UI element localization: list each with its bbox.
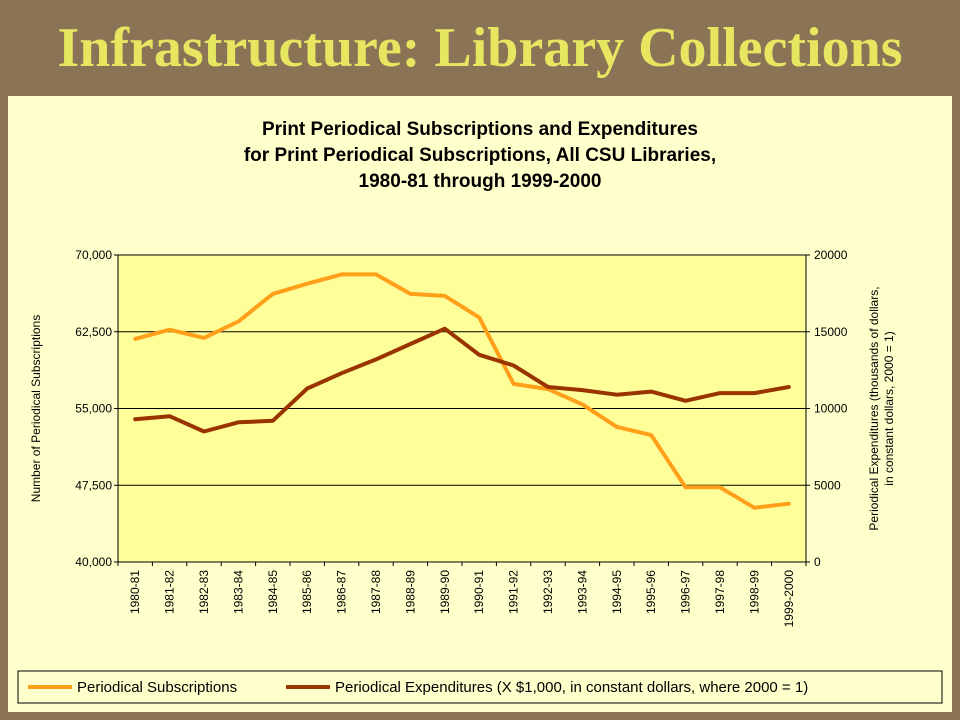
axis-labels: Number of Periodical Subscriptions Period… (29, 286, 896, 530)
data-point-subscriptions (512, 382, 516, 386)
series-line-expenditures (133, 326, 791, 434)
x-tick-label: 1989-90 (438, 570, 452, 614)
right-axis-label-line-2: in constant dollars, 2000 = 1) (882, 331, 896, 485)
x-tick-label: 1982-83 (197, 570, 211, 614)
x-tick-label: 1994-95 (610, 570, 624, 614)
data-point-expenditures (202, 430, 206, 434)
data-point-expenditures (615, 393, 619, 397)
data-point-subscriptions (236, 320, 240, 324)
data-point-expenditures (443, 327, 447, 331)
x-tick-label: 1992-93 (541, 570, 555, 614)
data-point-expenditures (374, 357, 378, 361)
data-point-subscriptions (718, 485, 722, 489)
data-point-expenditures (168, 414, 172, 418)
right-tick-label: 10000 (814, 402, 848, 416)
x-tick-label: 1993-94 (575, 570, 589, 614)
x-tick-label: 1995-96 (644, 570, 658, 614)
data-point-expenditures (236, 420, 240, 424)
data-point-expenditures (649, 390, 653, 394)
x-tick-label: 1981-82 (163, 570, 177, 614)
left-tick-label: 55,000 (75, 402, 112, 416)
data-point-subscriptions (615, 425, 619, 429)
x-tick-label: 1988-89 (403, 570, 417, 614)
right-axis-ticks: 0 5000 10000 15000 20000 (806, 248, 848, 569)
data-point-subscriptions (752, 506, 756, 510)
x-tick-label: 1996-97 (679, 570, 693, 614)
data-point-expenditures (580, 388, 584, 392)
data-point-expenditures (408, 342, 412, 346)
chart-title: Print Periodical Subscriptions and Expen… (244, 119, 716, 192)
data-point-expenditures (305, 387, 309, 391)
line-chart: Print Periodical Subscriptions and Expen… (17, 119, 943, 704)
chart-title-line-2: for Print Periodical Subscriptions, All … (244, 145, 716, 166)
x-tick-label: 1985-86 (300, 570, 314, 614)
right-tick-label: 0 (814, 555, 821, 569)
data-point-subscriptions (787, 502, 791, 506)
data-point-subscriptions (684, 485, 688, 489)
left-tick-label: 47,500 (75, 478, 112, 492)
right-tick-label: 20000 (814, 248, 848, 262)
data-point-expenditures (340, 371, 344, 375)
data-point-expenditures (546, 385, 550, 389)
legend-label-expenditures: Periodical Expenditures (X $1,000, in co… (335, 679, 808, 696)
gridlines (118, 331, 806, 486)
left-axis-ticks: 40,000 47,500 55,000 62,500 70,000 (75, 248, 118, 569)
x-tick-label: 1999-2000 (782, 570, 796, 628)
x-tick-label: 1987-88 (369, 570, 383, 614)
right-axis-label-line-1: Periodical Expenditures (thousands of do… (867, 286, 881, 530)
data-point-subscriptions (271, 292, 275, 296)
left-tick-label: 40,000 (75, 555, 112, 569)
data-point-subscriptions (408, 292, 412, 296)
right-tick-label: 15000 (814, 325, 848, 339)
x-tick-label: 1998-99 (747, 570, 761, 614)
chart-panel: Print Periodical Subscriptions and Expen… (8, 96, 952, 712)
chart-title-line-3: 1980-81 through 1999-2000 (359, 171, 602, 192)
data-point-subscriptions (133, 337, 137, 341)
data-point-expenditures (512, 364, 516, 368)
data-point-subscriptions (580, 402, 584, 406)
data-point-expenditures (752, 391, 756, 395)
data-point-subscriptions (443, 294, 447, 298)
x-tick-label: 1990-91 (472, 570, 486, 614)
x-tick-label: 1983-84 (231, 570, 245, 614)
data-point-subscriptions (340, 272, 344, 276)
left-axis-label: Number of Periodical Subscriptions (29, 315, 43, 502)
series-lines (133, 272, 791, 510)
x-tick-label: 1991-92 (507, 570, 521, 614)
chart-title-line-1: Print Periodical Subscriptions and Expen… (262, 119, 698, 140)
series-line-subscriptions (133, 272, 791, 510)
data-point-expenditures (271, 419, 275, 423)
slide-title: Infrastructure: Library Collections (57, 17, 903, 79)
x-axis-ticks: 1980-81 1981-82 1982-83 1983-84 1984-85 1985-… (117, 562, 807, 628)
legend: Periodical Subscriptions Periodical Expen… (17, 670, 943, 704)
data-point-expenditures (718, 391, 722, 395)
x-tick-label: 1984-85 (266, 570, 280, 614)
right-tick-label: 5000 (814, 478, 841, 492)
x-tick-label: 1980-81 (128, 570, 142, 614)
data-point-expenditures (133, 417, 137, 421)
data-point-expenditures (477, 353, 481, 357)
legend-box (17, 670, 943, 704)
left-tick-label: 62,500 (75, 325, 112, 339)
data-point-subscriptions (305, 282, 309, 286)
data-point-subscriptions (649, 433, 653, 437)
data-point-subscriptions (202, 336, 206, 340)
data-point-subscriptions (168, 328, 172, 332)
x-tick-label: 1997-98 (713, 570, 727, 614)
data-point-subscriptions (374, 272, 378, 276)
x-tick-label: 1986-87 (335, 570, 349, 614)
data-point-expenditures (787, 385, 791, 389)
data-point-expenditures (684, 399, 688, 403)
legend-label-subscriptions: Periodical Subscriptions (77, 679, 237, 696)
data-point-subscriptions (477, 315, 481, 319)
left-tick-label: 70,000 (75, 248, 112, 262)
